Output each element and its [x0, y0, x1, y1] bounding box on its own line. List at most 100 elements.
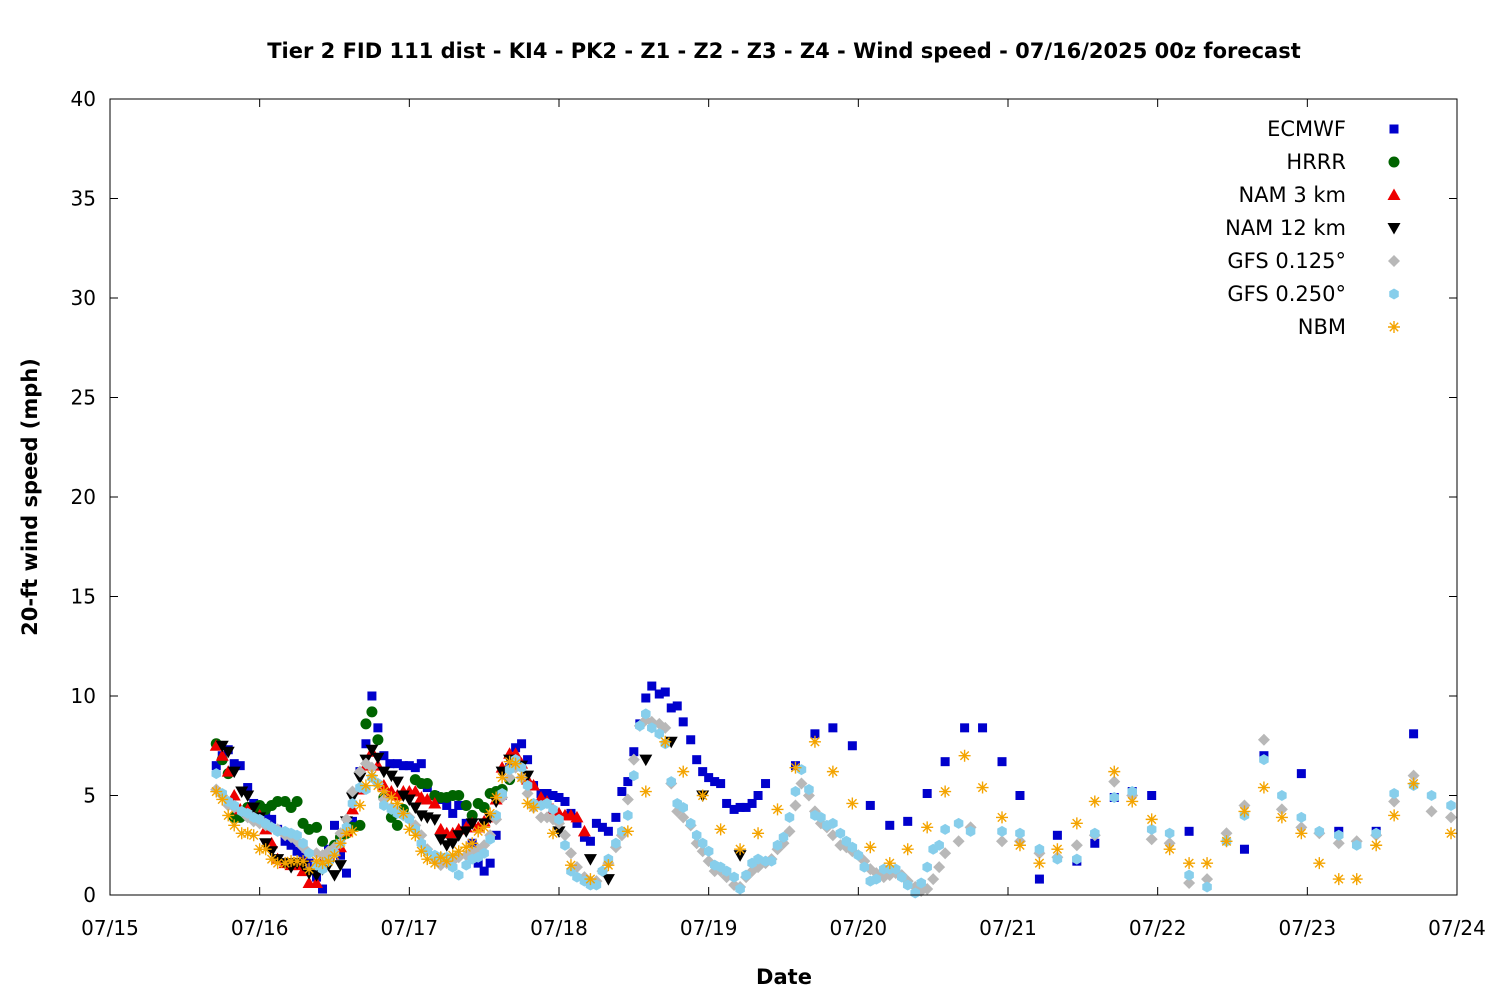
data-point [585, 836, 595, 846]
data-point [796, 764, 807, 776]
data-point [1183, 877, 1196, 890]
x-tick-label: 07/24 [1428, 916, 1486, 940]
y-tick-label: 20 [71, 485, 96, 509]
data-point [466, 809, 478, 821]
data-point [347, 816, 357, 826]
data-point [340, 827, 353, 840]
axis-ticks: 07/15 07/16 07/17 07/18 07/19 07/20 07/21 07/22… [71, 87, 1486, 940]
legend-label: GFS 0.125° [1227, 249, 1346, 273]
data-point [847, 741, 857, 751]
data-point [1445, 811, 1458, 824]
data-point [710, 777, 720, 787]
data-point [317, 835, 329, 847]
x-tick-label: 07/19 [680, 916, 738, 940]
data-point [735, 802, 745, 812]
data-point [446, 849, 459, 862]
data-point [365, 761, 378, 774]
data-point [523, 755, 533, 765]
data-point [215, 749, 229, 761]
x-tick-label: 07/23 [1279, 916, 1337, 940]
data-point [521, 787, 534, 800]
data-point [485, 858, 495, 868]
data-point [629, 770, 639, 782]
data-point [1446, 799, 1456, 811]
data-point [691, 829, 702, 841]
data-point [804, 784, 814, 796]
data-point [517, 739, 527, 749]
data-point [1371, 827, 1381, 839]
data-point [617, 787, 627, 797]
data-point [365, 769, 378, 782]
data-point [391, 797, 404, 810]
data-point [554, 813, 564, 825]
data-point [560, 796, 570, 806]
data-point [826, 765, 839, 778]
data-point [235, 786, 249, 799]
data-point [635, 720, 645, 732]
x-tick-label: 07/20 [830, 916, 888, 940]
data-point [623, 777, 633, 787]
data-point [385, 791, 398, 804]
y-axis-label: 20-ft wind speed (mph) [18, 358, 42, 636]
x-tick-label: 07/17 [381, 916, 439, 940]
data-point [460, 799, 472, 811]
data-point [978, 723, 988, 733]
legend-marker [1388, 156, 1400, 168]
data-point [209, 739, 223, 751]
data-point [552, 826, 566, 838]
data-point [572, 871, 582, 883]
data-point [603, 826, 613, 836]
data-point [1275, 811, 1288, 824]
data-point [1313, 857, 1326, 870]
data-point [440, 855, 453, 868]
data-point [940, 757, 950, 767]
data-point [1259, 754, 1269, 766]
data-point [953, 817, 964, 829]
data-point [397, 807, 410, 820]
data-point [778, 831, 789, 843]
data-point [729, 871, 739, 883]
data-point [703, 845, 714, 857]
data-point [271, 857, 284, 870]
data-point [354, 819, 366, 831]
data-point [361, 739, 371, 749]
data-point [1220, 827, 1233, 840]
legend-label: NBM [1298, 315, 1346, 339]
data-point [247, 829, 260, 842]
data-point [583, 854, 597, 866]
data-point [503, 755, 516, 768]
data-point [366, 706, 378, 718]
legend-marker [1388, 321, 1400, 333]
data-point [384, 770, 398, 783]
data-point [672, 701, 682, 711]
data-point [410, 763, 420, 773]
data-point [408, 785, 422, 797]
data-point [404, 761, 414, 771]
data-point [1034, 843, 1045, 855]
data-point [577, 824, 591, 837]
x-tick-label: 07/22 [1129, 916, 1187, 940]
data-point [1090, 827, 1100, 839]
data-point [272, 825, 283, 837]
data-point [516, 762, 527, 774]
data-point [420, 792, 434, 805]
y-tick-label: 30 [71, 286, 96, 310]
data-point [1184, 869, 1194, 881]
data-point [1051, 843, 1064, 856]
data-point [484, 807, 497, 820]
data-point [452, 845, 465, 858]
legend-label: NAM 12 km [1225, 216, 1346, 240]
data-point [473, 858, 483, 868]
data-point [1220, 835, 1233, 848]
data-point [1033, 857, 1046, 870]
data-point [1163, 843, 1176, 856]
data-point [1109, 791, 1120, 803]
x-tick-label: 07/18 [530, 916, 588, 940]
data-point [853, 849, 864, 861]
data-point [554, 792, 564, 802]
data-point [402, 794, 416, 806]
data-point [428, 796, 442, 809]
data-point [996, 811, 1009, 824]
data-point [243, 783, 253, 793]
data-point [377, 785, 390, 798]
